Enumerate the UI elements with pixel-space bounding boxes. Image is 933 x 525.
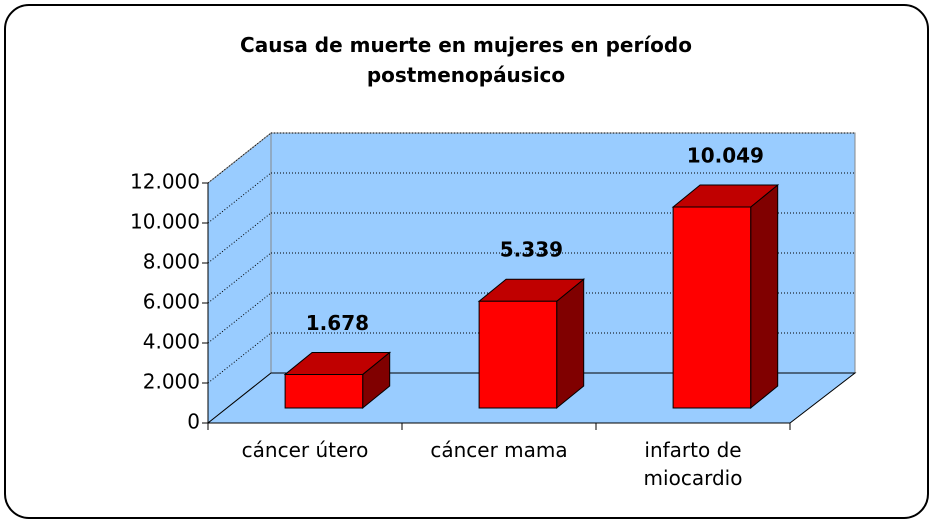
y-tick-label: 4.000 xyxy=(143,330,200,354)
bar-front xyxy=(478,300,558,409)
y-tick-label: 8.000 xyxy=(143,250,200,274)
x-tick-label: infarto de miocardio xyxy=(643,438,743,490)
value-label: 5.339 xyxy=(500,238,563,262)
bar xyxy=(477,278,586,410)
y-tick-label: 10.000 xyxy=(130,210,200,234)
bar xyxy=(283,351,392,410)
bar-side xyxy=(750,183,779,410)
bar-front xyxy=(672,206,752,409)
bar xyxy=(671,183,780,410)
y-tick-label: 6.000 xyxy=(143,290,200,314)
y-tick-label: 12.000 xyxy=(130,170,200,194)
y-tick-label: 2.000 xyxy=(143,370,200,394)
x-tick-label: cáncer útero xyxy=(241,438,369,462)
bar-front xyxy=(284,373,364,409)
y-tick-label: 0 xyxy=(187,410,200,434)
chart-title: Causa de muerte en mujeres en período po… xyxy=(240,33,692,87)
value-label: 1.678 xyxy=(306,311,369,335)
x-tick-label: cáncer mama xyxy=(430,438,568,462)
value-label: 10.049 xyxy=(687,144,764,168)
side-wall xyxy=(207,131,272,425)
